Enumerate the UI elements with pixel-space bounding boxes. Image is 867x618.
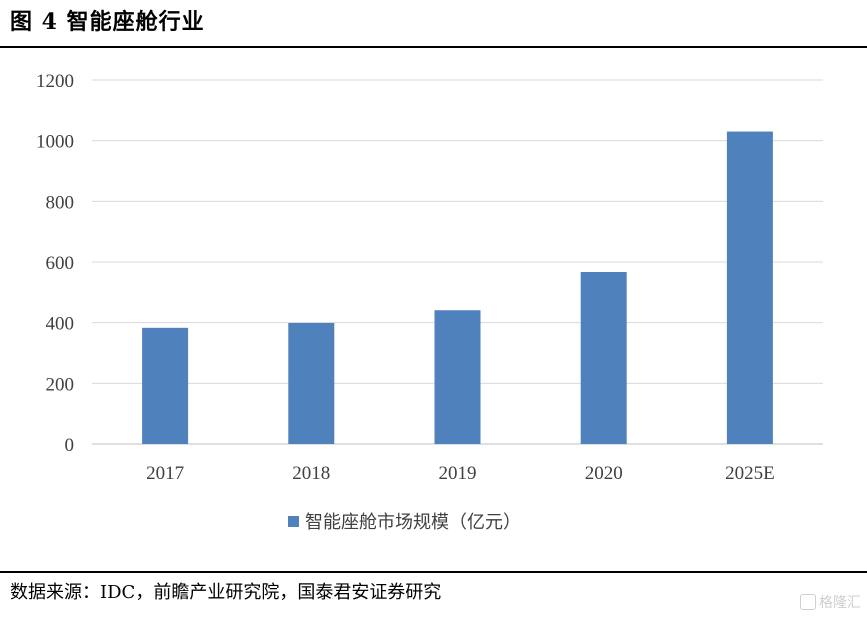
bar-2025E (726, 131, 773, 445)
watermark-text: 格隆汇 (819, 595, 861, 611)
source-note: 数据来源：IDC，前瞻产业研究院，国泰君安证券研究 (10, 582, 442, 603)
x-axis-ticks: 2017 2018 2019 2020 2025E (146, 463, 775, 484)
x-tick-label: 2017 (146, 463, 184, 484)
x-tick-label: 2020 (585, 463, 623, 484)
watermark-logo-icon (800, 594, 816, 610)
bar-2017 (142, 327, 189, 444)
bottom-rule (0, 571, 867, 573)
y-tick-label: 400 (46, 314, 75, 335)
x-tick-label: 2018 (292, 463, 330, 484)
x-tick-label: 2025E (725, 463, 775, 484)
watermark: 格隆汇 (800, 592, 861, 612)
top-rule (0, 46, 867, 48)
x-tick-label: 2019 (439, 463, 477, 484)
y-tick-label: 600 (46, 253, 75, 274)
bar-2018 (288, 322, 335, 444)
y-axis-ticks: 0 200 400 600 800 1000 1200 (36, 71, 74, 456)
bar-2019 (434, 310, 481, 444)
y-tick-label: 800 (46, 192, 75, 213)
y-tick-label: 0 (65, 435, 75, 456)
legend-swatch (288, 516, 299, 527)
figure-title: 图 4 智能座舱行业 (10, 9, 205, 35)
legend-label: 智能座舱市场规模（亿元） (305, 512, 521, 533)
y-tick-label: 1200 (36, 71, 74, 92)
bars (142, 131, 773, 445)
bar-2020 (580, 272, 627, 444)
y-tick-label: 1000 (36, 132, 74, 153)
y-tick-label: 200 (46, 374, 75, 395)
legend: 智能座舱市场规模（亿元） (288, 512, 521, 533)
